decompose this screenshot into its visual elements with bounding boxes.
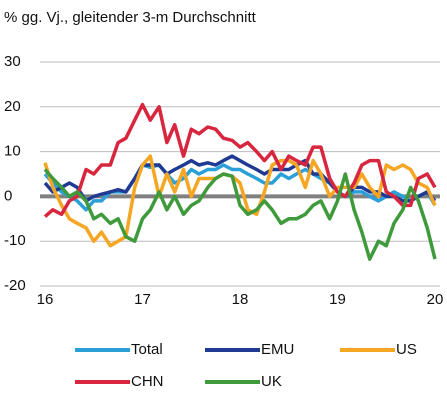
y-tick-label: 0 [4,187,12,204]
legend-label: UK [261,373,282,390]
legend-label: EMU [261,341,294,358]
x-tick-label: 17 [134,291,151,308]
y-tick-label: -10 [4,232,26,249]
series-line [43,154,437,203]
y-tick-label: -20 [4,277,26,294]
series-line [43,102,437,218]
y-tick-label: 30 [4,53,21,70]
x-tick-label: 16 [37,291,54,308]
chart-title: % gg. Vj., gleitender 3-m Durchschnitt [4,9,257,26]
x-tick-label: 19 [329,291,346,308]
series-line [43,154,437,248]
legend-label: CHN [131,373,164,390]
series-line [43,168,437,261]
legend-label: US [396,341,417,358]
x-tick-label: 18 [232,291,249,308]
y-tick-label: 20 [4,98,21,115]
y-tick-label: 10 [4,143,21,160]
x-tick-label: 20 [427,291,444,308]
legend-label: Total [131,341,163,358]
